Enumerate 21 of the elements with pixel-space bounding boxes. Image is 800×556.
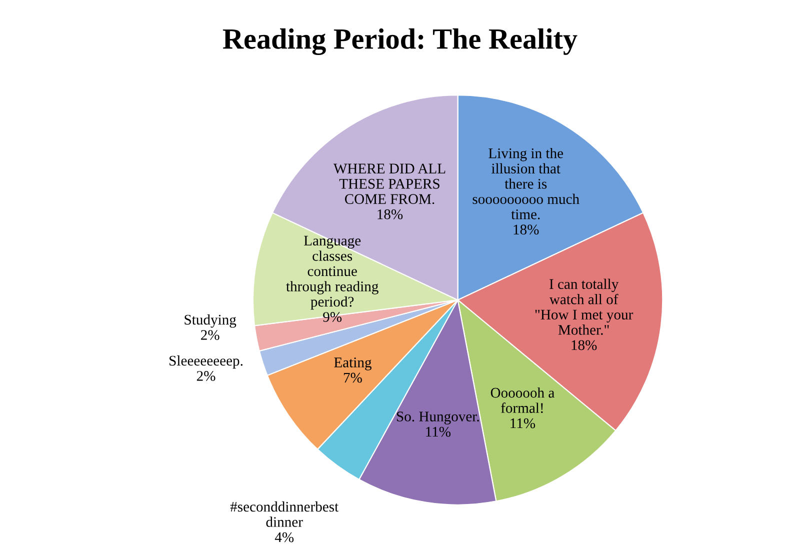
slice-label: Eating: [334, 358, 372, 370]
data-label: 2%: [201, 330, 220, 340]
data-label: 7%: [344, 372, 362, 383]
data-label: 18%: [514, 224, 539, 235]
data-label: 11%: [426, 426, 451, 437]
chart-title: Reading Period: The Reality: [222, 28, 578, 56]
slice-label: WHERE DID ALL THESE PAPERS COME FROM.: [333, 164, 446, 204]
slice-label: Studying: [184, 314, 236, 328]
data-label: 18%: [572, 340, 597, 350]
data-label: 4%: [274, 532, 294, 542]
slice-label: #seconddinnerbest dinner: [230, 501, 339, 527]
data-label: 2%: [196, 371, 216, 381]
slice-label: Sleeeeeeeep.: [170, 355, 242, 369]
slice-label: Language classes continue through reading period?: [286, 236, 378, 310]
slice-label: Ooooooh a formal!: [490, 387, 554, 414]
data-label: 18%: [378, 209, 403, 220]
slice-label: I can totally watch all of "How I met your Mother.": [535, 278, 634, 335]
data-label: 9%: [323, 312, 342, 322]
slice-label: Living in the illusion that there is sooooooooo much time.: [472, 148, 580, 220]
slice-label: So. Hungover.: [396, 412, 479, 424]
data-label: 11%: [510, 418, 536, 428]
